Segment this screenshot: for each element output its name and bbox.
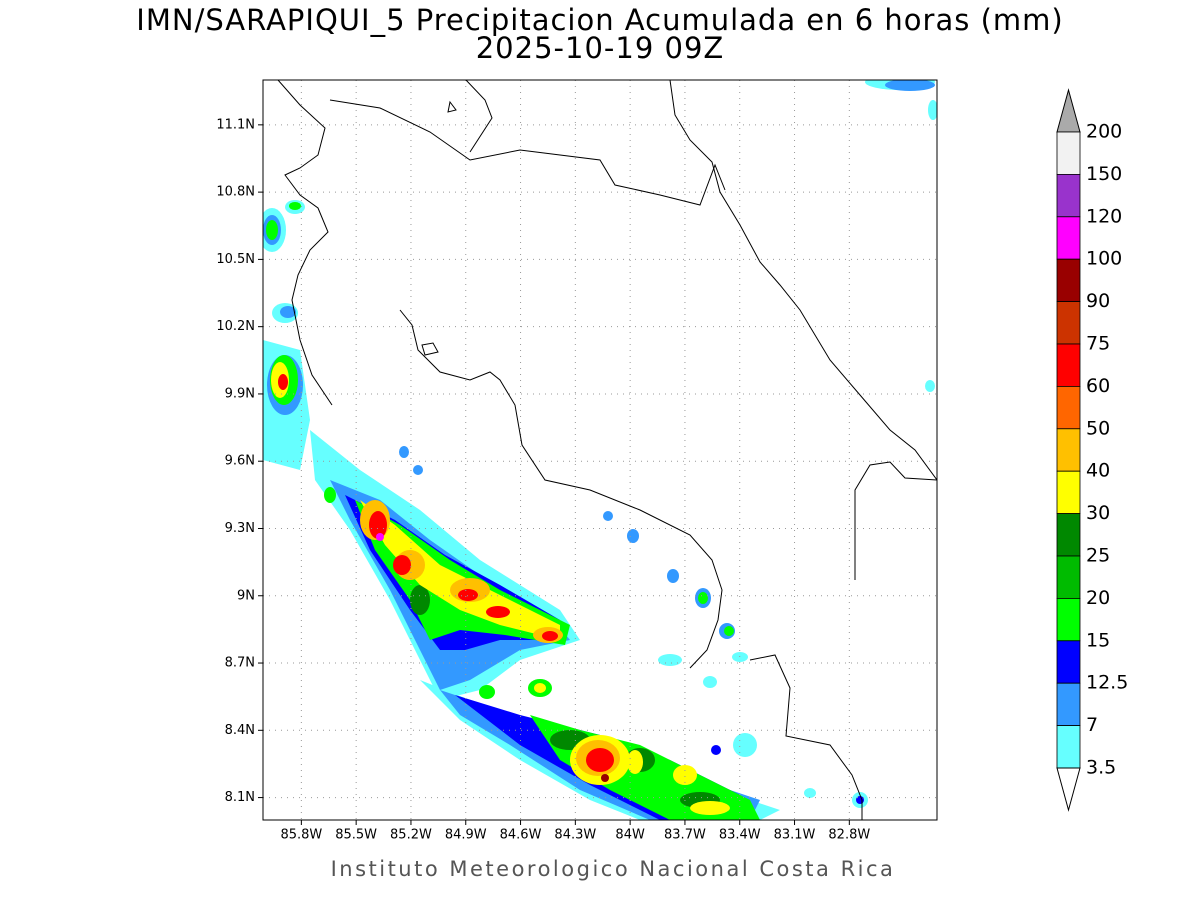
- x-tick-label: 84.6W: [500, 828, 542, 843]
- x-tick-label: 85.5W: [335, 828, 377, 843]
- colorbar-label: 100: [1086, 248, 1122, 270]
- colorbar-box: [1056, 598, 1081, 642]
- colorbar-label: 7: [1086, 714, 1098, 736]
- colorbar-label: 50: [1086, 417, 1110, 439]
- y-tick-label: 10.2N: [216, 319, 255, 334]
- colorbar-box: [1056, 513, 1081, 557]
- colorbar-box: [1056, 258, 1081, 303]
- colorbar-label: 75: [1086, 333, 1110, 355]
- colorbar-label: 15: [1086, 629, 1110, 651]
- colorbar-label: 150: [1086, 163, 1122, 185]
- colorbar-box: [1056, 131, 1081, 175]
- colorbar-box: [1056, 640, 1081, 684]
- credit: Instituto Meteorologico Nacional Costa R…: [331, 857, 896, 881]
- colorbar-box: [1056, 555, 1081, 599]
- y-tick-label: 8.1N: [225, 790, 255, 805]
- y-tick-label: 10.8N: [216, 185, 255, 200]
- x-tick-label: 83.1W: [774, 828, 816, 843]
- x-tick-label: 83.4W: [719, 828, 761, 843]
- y-tick-label: 9.6N: [225, 454, 255, 469]
- colorbar-label: 25: [1086, 545, 1110, 567]
- colorbar-under: [1056, 767, 1081, 812]
- x-tick-label: 85.8W: [280, 828, 322, 843]
- y-tick-label: 11.1N: [216, 117, 255, 132]
- colorbar-label: 200: [1086, 121, 1122, 143]
- colorbar-label: 60: [1086, 375, 1110, 397]
- colorbar-label: 12.5: [1086, 672, 1128, 694]
- x-tick-label: 83.7W: [664, 828, 706, 843]
- y-tick-label: 8.4N: [225, 723, 255, 738]
- y-tick-label: 9.9N: [225, 386, 255, 401]
- colorbar-label: 30: [1086, 502, 1110, 524]
- colorbar-box: [1056, 725, 1081, 769]
- colorbar-label: 90: [1086, 290, 1110, 312]
- x-tick-label: 84.9W: [445, 828, 487, 843]
- precip-field: [263, 80, 937, 820]
- x-tick-label: 82.8W: [828, 828, 870, 843]
- colorbar-box: [1056, 470, 1081, 515]
- colorbar-box: [1056, 343, 1081, 387]
- colorbar-over: [1056, 88, 1081, 133]
- title: IMN/SARAPIQUI_5 Precipitacion Acumulada …: [136, 3, 1063, 37]
- y-tick-label: 8.7N: [225, 656, 255, 671]
- colorbar-box: [1056, 428, 1081, 472]
- x-tick-label: 84.3W: [554, 828, 596, 843]
- y-tick-label: 9N: [237, 588, 255, 603]
- subtitle: 2025-10-19 09Z: [476, 31, 725, 65]
- colorbar-box: [1056, 216, 1081, 260]
- y-tick-label: 10.5N: [216, 252, 255, 267]
- coastlines: [277, 80, 937, 820]
- colorbar-box: [1056, 385, 1081, 430]
- map-frame: [262, 79, 938, 821]
- colorbar-label: 3.5: [1086, 757, 1116, 779]
- colorbar-label: 120: [1086, 205, 1122, 227]
- colorbar-label: 20: [1086, 587, 1110, 609]
- y-tick-label: 9.3N: [225, 521, 255, 536]
- x-tick-label: 84W: [615, 828, 645, 843]
- colorbar-box: [1056, 682, 1081, 727]
- colorbar-box: [1056, 173, 1081, 218]
- colorbar-box: [1056, 301, 1081, 345]
- x-tick-label: 85.2W: [390, 828, 432, 843]
- colorbar-label: 40: [1086, 460, 1110, 482]
